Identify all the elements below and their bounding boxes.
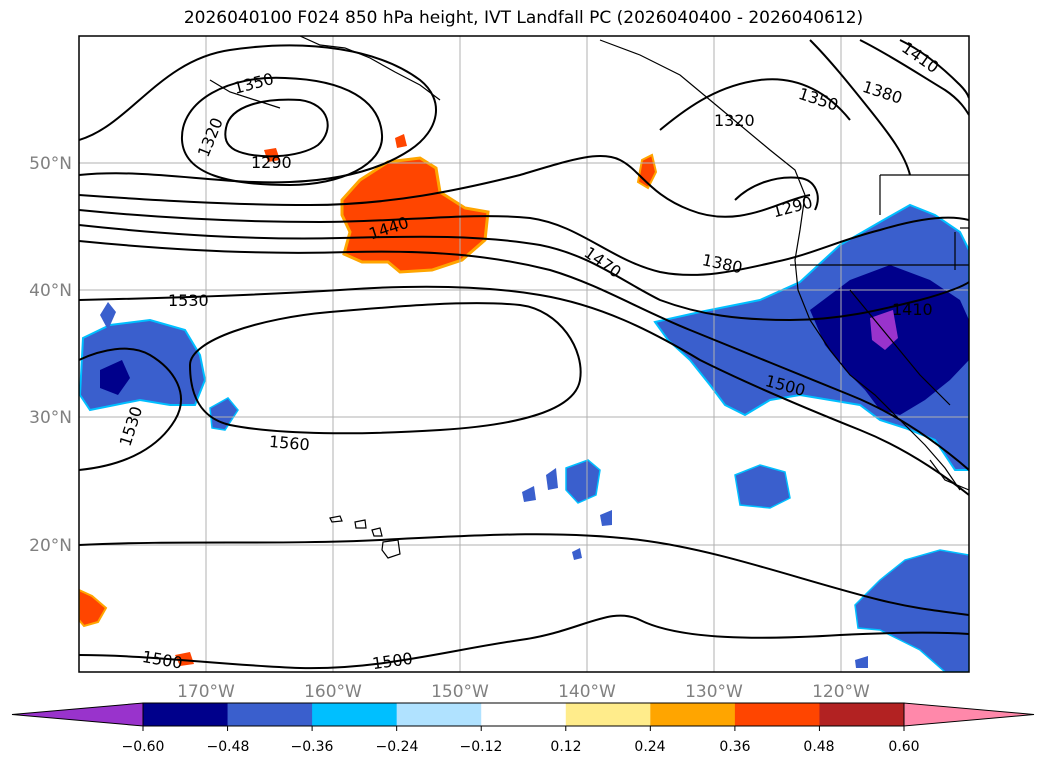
colorbar-segment [819,703,905,726]
ivt-negative-small-patches [522,459,969,672]
colorbar: −0.60 −0.48 −0.36 −0.24 −0.12 0.12 0.24 … [11,702,1035,755]
map-area: 1350 1320 1290 1440 1530 1470 1380 1410 … [79,36,969,673]
lat-tick-label: 40°N [29,281,72,301]
colorbar-tick-label: 0.48 [803,739,834,755]
lat-tick-label: 50°N [29,154,72,174]
hawaii-islands [329,515,401,559]
lat-axis: 50°N 40°N 30°N 20°N [29,154,72,556]
lat-tick-label: 20°N [29,536,72,556]
lon-tick-label: 130°W [685,682,743,702]
contour-label: 1320 [714,111,755,130]
colorbar-tick-label: 0.60 [888,739,919,755]
lat-tick-label: 30°N [29,408,72,428]
ivt-positive-region-central [264,134,658,274]
colorbar-segment [396,703,482,726]
colorbar-tick-label: −0.36 [291,739,334,755]
map-frame [78,35,970,673]
contour-label: 1560 [268,432,310,454]
contour-label: 1530 [168,291,209,310]
colorbar-tick-label: −0.12 [460,739,503,755]
lon-axis: 170°W 160°W 150°W 140°W 130°W 120°W [177,682,870,702]
lon-tick-label: 140°W [558,682,616,702]
lon-tick-label: 170°W [177,682,235,702]
colorbar-tick-label: −0.48 [207,739,250,755]
contour-label: 1290 [251,153,292,172]
colorbar-segments [11,702,1035,727]
colorbar-segment [481,703,567,726]
colorbar-segment [143,703,229,726]
colorbar-tick-label: 0.24 [634,739,665,755]
chart-title: 2026040100 F024 850 hPa height, IVT Land… [183,8,864,28]
colorbar-segment [734,703,820,726]
lon-tick-label: 120°W [812,682,870,702]
coastlines [209,36,969,491]
colorbar-tick-label: 0.12 [550,739,581,755]
lon-tick-label: 160°W [304,682,362,702]
colorbar-segment [650,703,736,726]
colorbar-segment [565,703,651,726]
colorbar-tick-label: −0.24 [376,739,419,755]
ivt-negative-region-coast [653,203,969,471]
colorbar-extend-low [11,702,144,727]
contour-label: 1410 [892,300,933,319]
contour-label: 1500 [371,649,414,673]
colorbar-tick-label: −0.60 [122,739,165,755]
colorbar-segment [227,703,313,726]
colorbar-frame [142,702,905,727]
colorbar-tick-label: 0.36 [719,739,750,755]
colorbar-segment [312,703,398,726]
lon-tick-label: 150°W [431,682,489,702]
ivt-negative-region-west [79,302,239,431]
ivt-positive-region-southwest [79,588,194,666]
height-contours [79,39,969,670]
grid-lines [79,36,969,672]
colorbar-extend-high [903,702,1035,727]
colorbar-ticks [142,726,905,731]
